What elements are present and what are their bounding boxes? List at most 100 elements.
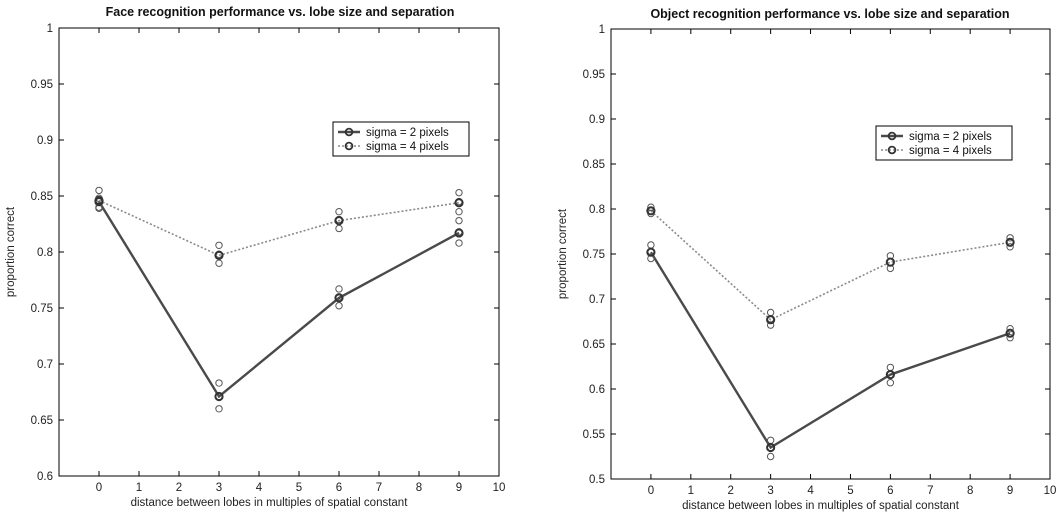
x-tick-label: 3: [767, 485, 773, 497]
mean-marker: [1005, 237, 1015, 247]
y-tick-label: 1: [599, 24, 605, 36]
sample-marker: [1006, 243, 1014, 251]
legend-marker-1: [887, 131, 897, 141]
legend-marker-2: [887, 145, 897, 155]
legend-label-1: sigma = 2 pixels: [909, 131, 992, 143]
sample-marker: [335, 224, 343, 233]
mean-marker: [646, 206, 656, 216]
sample-marker: [455, 239, 463, 247]
mean-marker: [94, 195, 104, 206]
x-tick-label: 6: [336, 482, 342, 494]
y-tick-label: 0.75: [31, 303, 53, 315]
legend-marker-1: [344, 127, 354, 137]
sample-marker: [455, 207, 463, 216]
y-tick-label: 0.7: [589, 294, 605, 306]
mean-marker: [885, 257, 895, 267]
y-tick-label: 0.8: [37, 247, 53, 259]
sample-marker: [455, 188, 463, 197]
y-tick-label: 0.7: [37, 359, 53, 371]
sample-marker: [215, 405, 223, 413]
sample-marker: [766, 436, 775, 444]
x-axis-label: distance between lobes in multiples of s…: [131, 497, 409, 509]
mean-marker: [766, 442, 776, 453]
object-recognition-chart: Object recognition performance vs. lobe …: [557, 7, 1057, 512]
x-tick-label: 8: [416, 482, 422, 494]
x-tick-label: 7: [376, 482, 382, 494]
y-axis-label: proportion correct: [557, 208, 569, 299]
y-tick-label: 0.95: [583, 69, 605, 81]
legend-marker-2: [344, 141, 354, 151]
sample-marker: [335, 285, 343, 293]
y-tick-label: 0.9: [589, 114, 605, 126]
mean-marker: [454, 198, 464, 208]
y-tick-label: 0.8: [589, 204, 605, 216]
y-axis-label: proportion correct: [5, 206, 17, 297]
mean-marker: [454, 228, 464, 238]
mean-marker: [334, 216, 344, 226]
legend-box: [875, 125, 1013, 161]
y-tick-label: 0.9: [37, 135, 53, 147]
y-tick-label: 0.85: [31, 191, 53, 203]
sample-marker: [335, 302, 343, 310]
x-tick-label: 0: [96, 482, 102, 494]
y-tick-label: 0.75: [583, 249, 605, 261]
series-line-1: [649, 251, 1011, 450]
mean-marker: [214, 391, 224, 402]
x-tick-label: 0: [648, 485, 654, 497]
sample-marker: [886, 379, 895, 387]
x-tick-label: 9: [1007, 485, 1013, 497]
x-tick-label: 5: [847, 485, 853, 497]
x-tick-label: 9: [456, 482, 462, 494]
sample-marker: [335, 207, 343, 216]
y-tick-label: 0.5: [589, 474, 605, 486]
x-tick-label: 10: [493, 482, 506, 494]
series-line-1: [97, 200, 460, 399]
sample-marker: [647, 203, 655, 211]
sample-marker: [766, 308, 775, 317]
x-tick-label: 2: [728, 485, 734, 497]
y-tick-label: 0.85: [583, 159, 605, 171]
sample-marker: [95, 186, 103, 195]
x-tick-label: 2: [176, 482, 182, 494]
face-chart-panel: Face recognition performance vs. lobe si…: [5, 5, 506, 509]
sample-marker: [647, 241, 655, 249]
sample-marker: [215, 259, 223, 267]
mean-marker: [214, 250, 224, 260]
sample-marker: [1006, 234, 1014, 242]
sample-marker: [455, 216, 463, 225]
mean-marker: [334, 293, 344, 303]
legend-label-1: sigma = 2 pixels: [366, 127, 449, 139]
legend-label-2: sigma = 4 pixels: [909, 145, 992, 157]
x-tick-label: 8: [967, 485, 973, 497]
x-tick-label: 3: [216, 482, 222, 494]
y-tick-label: 0.6: [37, 471, 53, 483]
chart-title: Object recognition performance vs. lobe …: [650, 7, 1009, 21]
y-tick-label: 1: [47, 23, 53, 35]
x-tick-label: 10: [1044, 485, 1057, 497]
y-tick-label: 0.65: [31, 415, 53, 427]
mean-marker: [646, 247, 656, 257]
sample-marker: [766, 452, 775, 461]
x-tick-label: 1: [136, 482, 142, 494]
sample-marker: [215, 379, 223, 387]
plot-area-frame: [58, 27, 500, 477]
x-tick-label: 4: [807, 485, 814, 497]
x-tick-label: 6: [887, 485, 893, 497]
sample-marker: [886, 363, 895, 372]
x-tick-label: 7: [927, 485, 933, 497]
y-tick-label: 0.65: [583, 339, 605, 351]
x-axis-label: distance between lobes in multiples of s…: [682, 500, 960, 512]
series-line-2: [98, 199, 460, 257]
x-tick-label: 4: [256, 482, 263, 494]
sample-marker: [1006, 334, 1014, 342]
mean-marker: [885, 370, 895, 380]
y-tick-label: 0.6: [589, 384, 605, 396]
sample-marker: [215, 241, 223, 249]
legend-box: [332, 121, 470, 157]
mean-marker: [766, 315, 776, 325]
y-tick-label: 0.95: [31, 79, 53, 91]
y-tick-label: 0.55: [583, 429, 605, 441]
x-tick-label: 1: [688, 485, 694, 497]
mean-marker: [1005, 328, 1015, 338]
chart-title: Face recognition performance vs. lobe si…: [106, 5, 455, 19]
